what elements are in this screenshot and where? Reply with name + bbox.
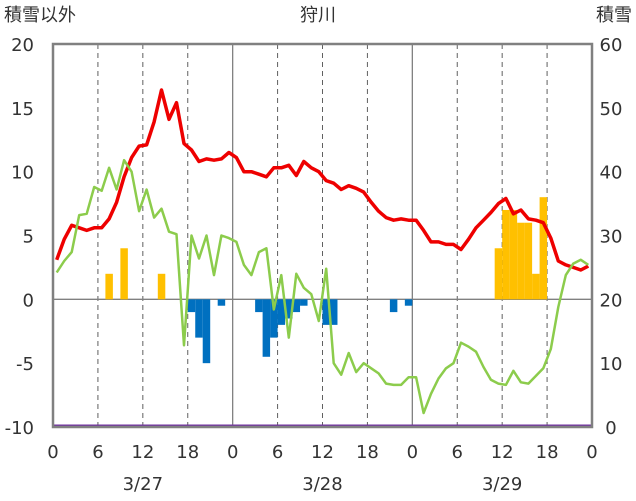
left-tick-label: 15 bbox=[11, 99, 34, 120]
temperature-line bbox=[55, 88, 590, 272]
snow_change-bar bbox=[329, 299, 338, 325]
left-axis-title: 積雪以外 bbox=[4, 5, 76, 26]
right-axis-title: 積雪 bbox=[596, 5, 632, 26]
left-tick-label: 20 bbox=[11, 35, 34, 56]
snow_change-bar bbox=[255, 299, 263, 313]
right-tick-label: 20 bbox=[600, 290, 623, 311]
left-tick-label: -5 bbox=[16, 354, 34, 375]
snow_change-bar bbox=[217, 299, 226, 306]
right-tick-label: 0 bbox=[605, 418, 616, 439]
precipitation-bar bbox=[539, 197, 548, 300]
lines bbox=[55, 88, 590, 415]
precipitation-bar bbox=[120, 248, 128, 300]
snow_change-bar bbox=[262, 299, 271, 357]
plot-frame bbox=[51, 42, 594, 429]
snow_change-bar bbox=[202, 299, 211, 364]
hour-tick-label: 18 bbox=[356, 442, 379, 463]
right-tick-label: 30 bbox=[600, 227, 623, 248]
hour-tick-label: 6 bbox=[92, 442, 103, 463]
right-tick-label: 60 bbox=[600, 35, 623, 56]
precipitation-bar bbox=[509, 209, 518, 300]
hour-tick-label: 18 bbox=[176, 442, 199, 463]
right-tick-label: 50 bbox=[600, 99, 623, 120]
left-tick-label: -10 bbox=[5, 418, 34, 439]
hour-tick-label: 12 bbox=[131, 442, 154, 463]
hour-tick-label: 6 bbox=[452, 442, 463, 463]
snow_change-bar bbox=[322, 299, 330, 325]
precipitation-bar bbox=[494, 248, 503, 300]
right-tick-label: 10 bbox=[600, 354, 623, 375]
snow_change-bar bbox=[195, 299, 203, 338]
snow_change-bar bbox=[270, 299, 278, 338]
snow_depth-line bbox=[55, 158, 590, 415]
hour-tick-label: 0 bbox=[47, 442, 58, 463]
snow_change-bar bbox=[187, 299, 196, 313]
snow_change-bar bbox=[300, 299, 308, 306]
hour-tick-label: 6 bbox=[272, 442, 283, 463]
date-label: 3/28 bbox=[302, 474, 342, 495]
chart-title: 狩川 bbox=[300, 5, 336, 26]
hour-tick-label: 12 bbox=[491, 442, 514, 463]
hour-tick-label: 0 bbox=[586, 442, 597, 463]
snow_change-bar bbox=[404, 299, 413, 306]
hour-tick-label: 18 bbox=[536, 442, 559, 463]
bars bbox=[105, 197, 548, 364]
date-label: 3/29 bbox=[482, 474, 522, 495]
hour-tick-label: 0 bbox=[227, 442, 238, 463]
frame-border bbox=[51, 42, 594, 429]
precipitation-bar bbox=[502, 209, 510, 300]
left-tick-label: 5 bbox=[23, 227, 34, 248]
hour-tick-label: 0 bbox=[407, 442, 418, 463]
precipitation-bar bbox=[524, 222, 533, 300]
snow_change-bar bbox=[389, 299, 398, 313]
left-tick-label: 0 bbox=[23, 290, 34, 311]
snow_change-bar bbox=[277, 299, 286, 325]
precipitation-bar bbox=[532, 273, 540, 300]
right-tick-label: 40 bbox=[600, 163, 623, 184]
left-tick-label: 10 bbox=[11, 163, 34, 184]
precipitation-bar bbox=[105, 273, 113, 300]
date-label: 3/27 bbox=[123, 474, 163, 495]
precipitation-bar bbox=[157, 273, 166, 300]
snow_change-bar bbox=[292, 299, 301, 313]
snow_change-bar bbox=[285, 299, 293, 319]
precipitation-bar bbox=[517, 222, 525, 300]
hour-tick-label: 12 bbox=[311, 442, 334, 463]
